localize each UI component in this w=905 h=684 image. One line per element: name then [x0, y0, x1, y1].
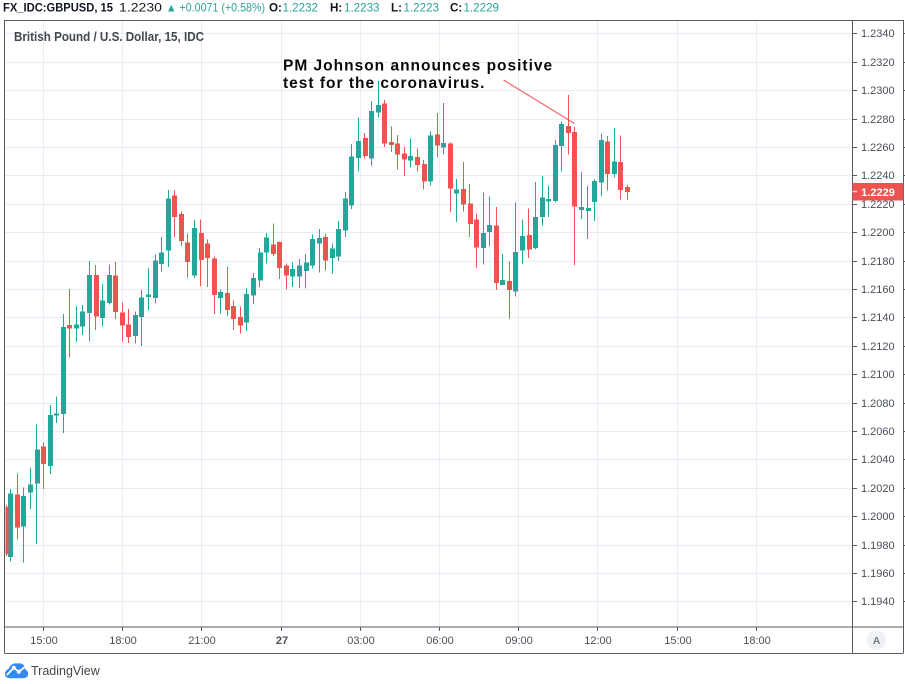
svg-text:A: A [873, 635, 881, 647]
svg-text:1.2220: 1.2220 [861, 199, 895, 211]
svg-text:1.2260: 1.2260 [861, 142, 895, 154]
svg-text:1.2300: 1.2300 [861, 85, 895, 97]
svg-text:1.1940: 1.1940 [861, 596, 895, 608]
svg-text:1.2120: 1.2120 [861, 341, 895, 353]
svg-text:TradingView: TradingView [31, 664, 101, 678]
svg-text:1.2140: 1.2140 [861, 312, 895, 324]
svg-text:27: 27 [276, 635, 288, 647]
svg-text:test for the coronavirus.: test for the coronavirus. [283, 75, 485, 92]
svg-text:03:00: 03:00 [347, 635, 375, 647]
svg-text:PM Johnson announces positive: PM Johnson announces positive [283, 58, 553, 75]
svg-text:1.2280: 1.2280 [861, 114, 895, 126]
svg-text:1.2160: 1.2160 [861, 284, 895, 296]
svg-text:21:00: 21:00 [188, 635, 216, 647]
svg-text:1.1960: 1.1960 [861, 568, 895, 580]
svg-text:09:00: 09:00 [505, 635, 533, 647]
svg-text:1.2080: 1.2080 [861, 398, 895, 410]
svg-text:1.2040: 1.2040 [861, 454, 895, 466]
svg-text:12:00: 12:00 [584, 635, 612, 647]
svg-text:1.2240: 1.2240 [861, 170, 895, 182]
svg-text:1.2200: 1.2200 [861, 227, 895, 239]
svg-text:15:00: 15:00 [30, 635, 58, 647]
svg-text:1.2340: 1.2340 [861, 28, 895, 40]
svg-text:06:00: 06:00 [426, 635, 454, 647]
svg-text:British Pound / U.S. Dollar, 1: British Pound / U.S. Dollar, 15, IDC [14, 30, 204, 44]
svg-text:FX_IDC:GBPUSD, 151.2230▲ +0.00: FX_IDC:GBPUSD, 15 1.2230 ▲ +0.0071 (+0.58%… [3, 2, 499, 15]
svg-text:1.2020: 1.2020 [861, 483, 895, 495]
svg-text:18:00: 18:00 [743, 635, 771, 647]
svg-text:1.2229: 1.2229 [861, 187, 895, 199]
svg-text:1.2000: 1.2000 [861, 511, 895, 523]
svg-text:15:00: 15:00 [664, 635, 692, 647]
svg-text:1.2060: 1.2060 [861, 426, 895, 438]
svg-text:1.1980: 1.1980 [861, 540, 895, 552]
svg-text:1.2320: 1.2320 [861, 57, 895, 69]
svg-text:18:00: 18:00 [109, 635, 137, 647]
svg-text:1.2180: 1.2180 [861, 256, 895, 268]
svg-text:1.2100: 1.2100 [861, 369, 895, 381]
